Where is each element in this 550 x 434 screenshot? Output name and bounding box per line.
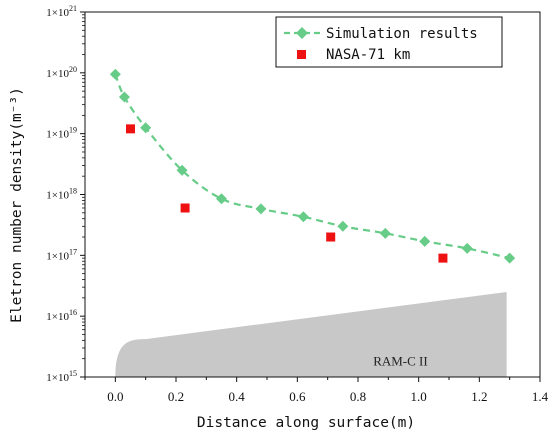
data-point-nasa: [126, 124, 135, 134]
x-axis-title: Distance along surface(m): [197, 415, 415, 431]
data-point-nasa: [326, 232, 336, 242]
data-point-simulation: [337, 220, 349, 232]
x-tick-label: 1.2: [471, 389, 487, 404]
y-tick-label: 1×1018: [46, 187, 77, 202]
legend: Simulation results NASA-71 km: [275, 16, 503, 68]
data-point-simulation: [118, 91, 130, 103]
data-point-simulation: [109, 68, 121, 80]
axes-layer: 0.0 0.2 0.4 0.6 0.8 1.0 1.2 1.4 1×1015 1×1016 1×10…: [46, 4, 548, 404]
data-point-simulation: [461, 242, 473, 254]
ram-c-body-shape: [115, 291, 507, 377]
x-tick-label: 0.0: [107, 389, 123, 404]
data-point-simulation: [176, 164, 188, 176]
data-point-simulation: [216, 193, 227, 205]
x-tick-label: 0.6: [289, 389, 306, 404]
data-point-simulation: [255, 203, 267, 215]
x-tick-label: 0.8: [350, 389, 366, 404]
data-point-simulation: [419, 235, 431, 247]
y-tick-label: 1×1019: [46, 126, 77, 141]
y-axis-title: Eletron number density(m⁻³): [9, 87, 25, 323]
series-layer: [109, 68, 516, 264]
data-point-nasa: [438, 253, 448, 263]
data-point-simulation: [297, 211, 309, 223]
series-line-simulation: [114, 73, 510, 260]
legend-nasa-marker: [297, 50, 306, 59]
x-tick-label: 1.0: [411, 389, 427, 404]
x-tick-label: 0.4: [229, 389, 246, 404]
legend-sim-label: Simulation results: [326, 26, 478, 42]
data-point-nasa: [180, 203, 190, 213]
ram-c-label: RAM-C II: [373, 353, 428, 368]
body-shape-layer: RAM-C II: [115, 291, 507, 377]
y-tick-label: 1×1016: [46, 308, 77, 323]
y-tick-label: 1×1017: [46, 247, 77, 262]
data-point-simulation: [379, 227, 391, 239]
y-tick-label: 1×1021: [46, 4, 77, 19]
data-point-simulation: [504, 252, 516, 264]
legend-sim-marker: [296, 27, 308, 39]
y-tick-label: 1×1015: [46, 369, 77, 384]
legend-box: [275, 16, 503, 68]
legend-nasa-label: NASA-71 km: [326, 47, 410, 63]
data-point-simulation: [140, 122, 152, 134]
y-tick-label: 1×1020: [46, 65, 77, 80]
x-tick-label: 1.4: [532, 389, 549, 404]
x-tick-label: 0.2: [168, 389, 184, 404]
